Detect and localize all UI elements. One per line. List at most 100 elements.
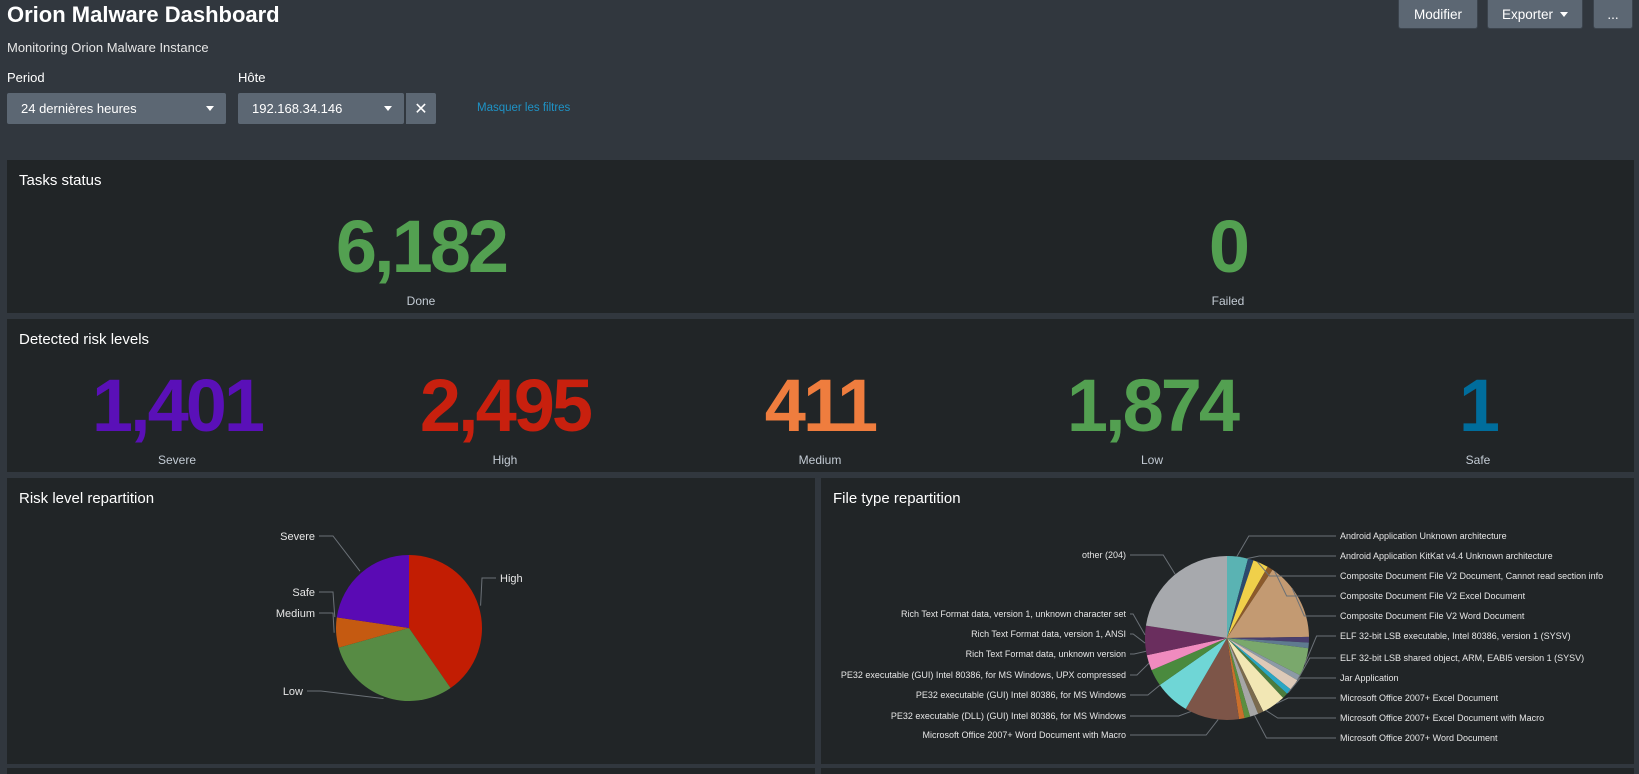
period-select-value: 24 dernières heures [21, 101, 137, 116]
pie-slice-elf-32-bit-lsb-shared-object-arm-eabi5-version-1-sysv[interactable] [1227, 638, 1309, 649]
done-stat[interactable]: 6,182 Done [321, 205, 521, 309]
hide-filters-link[interactable]: Masquer les filtres [477, 102, 571, 114]
safe-label: Safe [1465, 453, 1491, 467]
leader-line [319, 612, 335, 633]
more-button-label: ... [1607, 6, 1619, 22]
leader-line [1130, 684, 1161, 696]
host-filter-label: Hôte [238, 70, 266, 85]
leader-line [319, 591, 336, 618]
host-select[interactable]: 192.168.34.146 [238, 93, 404, 124]
file-type-label-right: Composite Document File V2 Document, Can… [1340, 571, 1603, 581]
host-select-value: 192.168.34.146 [252, 101, 343, 116]
high-stat[interactable]: 2,495 High [395, 364, 615, 468]
caret-down-icon [384, 106, 392, 111]
pie-slice-rich-text-format-data-version-1-ansi[interactable] [1227, 638, 1245, 720]
pie-slice-severe[interactable] [336, 555, 409, 628]
leader-line [1275, 697, 1336, 705]
pie-slice-pe32-executable-gui-intel-80386-for-ms-windows-upx-compressed[interactable] [1227, 638, 1259, 717]
file-type-label-left: PE32 executable (DLL) (GUI) Intel 80386,… [891, 711, 1127, 721]
risk-pie-panel: Risk level repartition High Low Medium Safe… [7, 478, 815, 764]
pie-slice-microsoft-office-2007-excel-document-with-macro[interactable] [1227, 638, 1298, 690]
page-title: Orion Malware Dashboard [7, 2, 280, 27]
low-stat[interactable]: 1,874 Low [1047, 369, 1257, 468]
leader-line [1297, 657, 1336, 680]
safe-stat[interactable]: 1 Safe [1378, 364, 1578, 468]
failed-stat[interactable]: 0 Failed [1128, 210, 1328, 309]
clear-host-button[interactable]: ✕ [406, 93, 436, 124]
severe-stat[interactable]: 1,401 Severe [77, 364, 277, 468]
pie-slice-microsoft-office-2007-excel-document[interactable] [1227, 638, 1301, 681]
leader-line [1130, 554, 1176, 575]
leader-line [307, 690, 384, 700]
medium-stat[interactable]: 411 Medium [720, 369, 920, 468]
pie-slice-safe[interactable] [336, 617, 409, 628]
file-pie-panel: File type repartition Android Applicatio… [821, 478, 1634, 764]
file-type-label-right: Microsoft Office 2007+ Excel Document [1340, 693, 1499, 703]
file-type-label-left: Rich Text Format data, unknown version [966, 649, 1126, 659]
pie-slice-pe32-executable-gui-intel-80386-for-ms-windows[interactable] [1227, 638, 1264, 714]
bottom-panel-left [7, 768, 815, 774]
done-label: Done [406, 294, 436, 308]
dashboard-header: Orion Malware Dashboard Monitoring Orion… [0, 0, 1639, 160]
leader-line [1130, 613, 1146, 636]
high-value: 2,495 [419, 364, 593, 447]
severe-label: Severe [157, 453, 197, 467]
file-type-label-right: Composite Document File V2 Excel Documen… [1340, 591, 1526, 601]
leader-line [1254, 715, 1336, 739]
bottom-panel-right [821, 768, 1634, 774]
file-type-pie-chart[interactable]: Android Application Unknown architecture… [821, 478, 1634, 764]
leader-line [1257, 561, 1336, 577]
pie-slice-medium[interactable] [336, 617, 409, 648]
pie-slice-low[interactable] [338, 628, 451, 701]
pie-slice-h[interactable] [1146, 638, 1227, 671]
pie-slice-android-application-unknown-architecture[interactable] [1227, 556, 1249, 638]
period-select[interactable]: 24 dernières heures [7, 93, 226, 124]
leader-line [1287, 677, 1336, 693]
pie-slice-jar-application[interactable] [1227, 638, 1309, 676]
more-actions-button[interactable]: ... [1593, 0, 1633, 29]
low-label: Low [1140, 453, 1163, 467]
pie-slice-other-204[interactable] [1145, 556, 1227, 638]
leader-line [1130, 711, 1191, 717]
file-type-label-left: PE32 executable (GUI) Intel 80386, for M… [916, 690, 1127, 700]
leader-line [1274, 571, 1336, 597]
file-type-label-right: Microsoft Office 2007+ Excel Document wi… [1340, 713, 1544, 723]
leader-line [1130, 719, 1219, 736]
panel-title: Risk level repartition [19, 490, 155, 507]
severe-value: 1,401 [91, 364, 265, 447]
slice-label-severe: Severe [280, 531, 315, 543]
done-value: 6,182 [335, 205, 509, 288]
pie-slice-microsoft-office-2007-word-document-with-macro[interactable] [1227, 638, 1288, 698]
pie-slice-composite-document-file-v2-word-document[interactable] [1227, 569, 1309, 638]
leader-line [1130, 662, 1150, 676]
pie-slice-elf-32-bit-lsb-executable-intel-80386-version-1-sysv[interactable] [1227, 636, 1309, 643]
pie-slice-android-application-kitkat-v4-4-unknown-architecture[interactable] [1227, 558, 1254, 638]
pie-slice-composite-document-file-v2-document-cannot-read-section-info[interactable] [1227, 560, 1268, 638]
leader-line [480, 577, 496, 606]
pie-slice-f[interactable] [1159, 638, 1227, 709]
export-button[interactable]: Exporter [1487, 0, 1583, 29]
pie-slice-g[interactable] [1151, 638, 1227, 685]
edit-button[interactable]: Modifier [1398, 0, 1478, 29]
leader-line [1236, 535, 1336, 557]
slice-label-safe: Safe [292, 587, 315, 599]
file-type-label-right: Composite Document File V2 Word Document [1340, 611, 1525, 621]
risk-pie-chart[interactable]: High Low Medium Safe Severe [7, 478, 815, 764]
pie-slice-composite-document-file-v2-excel-document[interactable] [1227, 566, 1273, 638]
pie-slice-rich-text-format-data-unknown-version[interactable] [1227, 638, 1251, 719]
file-type-label-right: ELF 32-bit LSB shared object, ARM, EABI5… [1340, 653, 1584, 663]
pie-slice-microsoft-office-2007-word-document[interactable] [1227, 638, 1291, 694]
close-icon: ✕ [414, 100, 428, 118]
page-subtitle: Monitoring Orion Malware Instance [7, 40, 209, 55]
pie-slice-high[interactable] [409, 555, 482, 689]
edit-button-label: Modifier [1413, 6, 1462, 22]
pie-slice-rich-text-format-data-version-1-unknown-character-set[interactable] [1185, 638, 1240, 720]
file-type-label-right: ELF 32-bit LSB executable, Intel 80386, … [1340, 631, 1571, 641]
panel-title: File type repartition [833, 490, 961, 507]
safe-value: 1 [1458, 364, 1500, 447]
pie-slice-i[interactable] [1145, 625, 1227, 656]
medium-label: Medium [798, 453, 842, 467]
risk-levels-panel: Detected risk levels 1,401 Severe 2,495 … [7, 319, 1634, 472]
slice-label-high: High [500, 573, 523, 585]
pie-slice-pe32-executable-dll-gui-intel-80386-for-ms-windows[interactable] [1227, 638, 1284, 712]
